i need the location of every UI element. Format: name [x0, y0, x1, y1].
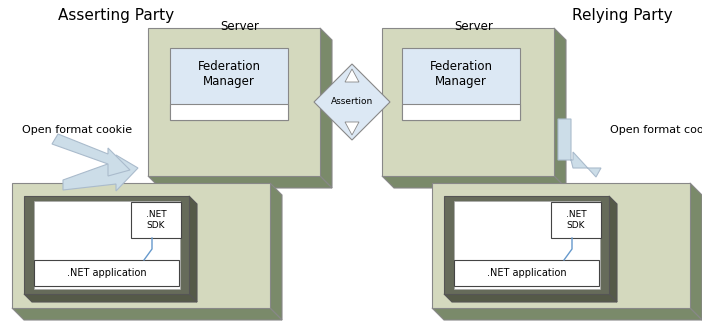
- Bar: [402, 104, 520, 120]
- Polygon shape: [690, 183, 702, 320]
- Text: .NET application: .NET application: [67, 268, 146, 278]
- Bar: [148, 28, 320, 176]
- Polygon shape: [382, 176, 566, 188]
- Bar: [402, 48, 520, 120]
- Polygon shape: [52, 134, 130, 176]
- Polygon shape: [432, 308, 702, 320]
- Text: .NET
SDK: .NET SDK: [566, 210, 586, 230]
- Bar: [170, 104, 288, 120]
- Text: .NET
SDK: .NET SDK: [146, 210, 166, 230]
- Text: Server: Server: [220, 20, 260, 33]
- Text: Federation
Manager: Federation Manager: [197, 60, 260, 88]
- Polygon shape: [554, 28, 566, 188]
- Text: Assertion: Assertion: [331, 98, 373, 107]
- Polygon shape: [609, 196, 617, 302]
- Bar: [454, 201, 600, 289]
- Polygon shape: [189, 196, 197, 302]
- Polygon shape: [345, 122, 359, 135]
- Polygon shape: [320, 28, 332, 188]
- Polygon shape: [345, 69, 359, 82]
- Bar: [131, 202, 181, 238]
- Polygon shape: [270, 183, 282, 320]
- Polygon shape: [558, 119, 601, 177]
- Bar: [551, 202, 601, 238]
- Text: Open format cookie: Open format cookie: [22, 125, 132, 135]
- Polygon shape: [314, 64, 390, 140]
- Polygon shape: [148, 176, 332, 188]
- Text: Asserting Party: Asserting Party: [58, 8, 174, 23]
- Text: .NET application: .NET application: [486, 268, 567, 278]
- Bar: [34, 201, 180, 289]
- Text: Server: Server: [455, 20, 494, 33]
- Polygon shape: [444, 294, 617, 302]
- Bar: [34, 260, 179, 286]
- Bar: [432, 183, 690, 308]
- Bar: [24, 196, 189, 294]
- Text: Federation
Manager: Federation Manager: [430, 60, 493, 88]
- Polygon shape: [24, 294, 197, 302]
- Polygon shape: [12, 308, 282, 320]
- Bar: [382, 28, 554, 176]
- Bar: [444, 196, 609, 294]
- Polygon shape: [63, 155, 138, 191]
- Text: Relying Party: Relying Party: [572, 8, 673, 23]
- Bar: [12, 183, 270, 308]
- Bar: [170, 48, 288, 120]
- Bar: [454, 260, 599, 286]
- Text: Open format cookie: Open format cookie: [610, 125, 702, 135]
